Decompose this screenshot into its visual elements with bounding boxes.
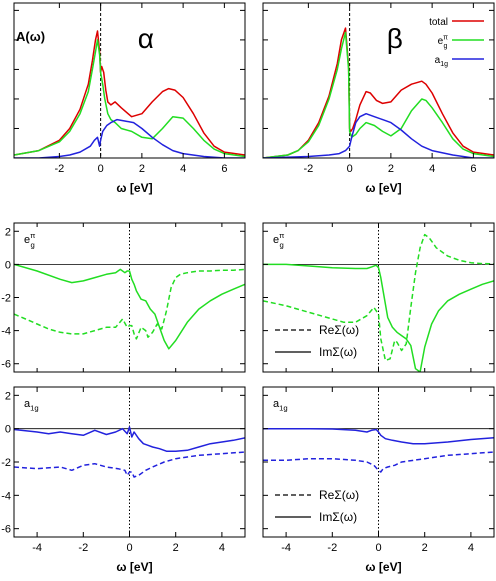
panel-bottom-left: -4 -2 0 2 4 2 0 -2 -4 -6 ω [eV] a1g — [1, 386, 246, 574]
series-line-0 — [263, 27, 494, 158]
y-axis-label: A(ω) — [16, 29, 45, 44]
panel-annotation: α — [138, 23, 154, 54]
series-line-1 — [263, 31, 494, 158]
series-line-0 — [14, 30, 245, 156]
x-tick-label: 0 — [126, 542, 132, 554]
series-line-2 — [14, 118, 245, 158]
series-line-1 — [263, 451, 494, 473]
series-line-2 — [263, 112, 494, 158]
series-line-1 — [263, 233, 494, 362]
y-tick-label: -6 — [1, 359, 11, 371]
x-tick-label: -4 — [32, 542, 42, 554]
y-tick-label: 0 — [5, 259, 11, 271]
y-tick-label: -6 — [1, 524, 11, 536]
x-tick-label: -2 — [327, 542, 337, 554]
legend-label: ImΣ(ω) — [319, 345, 357, 359]
y-tick-label: -2 — [1, 293, 11, 305]
x-tick-label: 0 — [375, 542, 381, 554]
orbital-label: a1g — [273, 398, 288, 412]
x-tick-label: 0 — [98, 163, 104, 175]
legend-label: ImΣ(ω) — [319, 510, 357, 524]
legend-label: total — [429, 17, 448, 28]
y-tick-label: 0 — [5, 424, 11, 436]
panel-top-right: -2 0 2 4 6 ω [eV] β total eπ g a1g — [262, 2, 495, 195]
panel-annotation: β — [387, 23, 403, 54]
legend-label: ReΣ(ω) — [319, 488, 359, 502]
y-tick-label: 2 — [5, 390, 11, 402]
x-tick-label: -2 — [303, 163, 313, 175]
x-axis-label: ω [eV] — [365, 181, 401, 195]
panel-bottom-right: -4 -2 0 2 4 ω [eV] a1g ReΣ(ω) ImΣ(ω) — [262, 386, 495, 574]
legend-label: ReΣ(ω) — [319, 323, 359, 337]
panel-middle-left: 2 0 -2 -4 -6 eπ g — [1, 222, 246, 373]
x-tick-label: 0 — [347, 163, 353, 175]
series-line-0 — [263, 427, 494, 445]
series-line-0 — [14, 263, 245, 350]
series-line-1 — [14, 268, 245, 340]
axes-frame — [262, 2, 495, 159]
y-tick-label: -4 — [1, 326, 11, 338]
x-tick-label: 2 — [139, 163, 145, 175]
x-axis-label: ω [eV] — [365, 560, 401, 574]
y-tick-label: 2 — [5, 226, 11, 238]
orbital-label: a1g — [24, 398, 39, 412]
orbital-label: eπ g — [273, 231, 284, 249]
x-tick-label: 4 — [219, 542, 225, 554]
series-line-1 — [14, 39, 245, 158]
axes-frame — [13, 2, 246, 159]
x-axis-label: ω [eV] — [116, 560, 152, 574]
x-tick-label: 2 — [388, 163, 394, 175]
x-tick-label: 4 — [429, 163, 435, 175]
x-tick-label: 4 — [180, 163, 186, 175]
y-tick-label: -4 — [1, 490, 11, 502]
x-tick-label: 6 — [470, 163, 476, 175]
x-tick-label: -2 — [54, 163, 64, 175]
x-axis-label: ω [eV] — [116, 181, 152, 195]
panel-top-left: -2 0 2 4 6 ω [eV] A(ω) α — [13, 2, 246, 195]
x-tick-label: 6 — [221, 163, 227, 175]
orbital-label: eπ g — [24, 231, 35, 249]
x-tick-label: 4 — [468, 542, 474, 554]
series-line-0 — [263, 263, 494, 372]
series-line-0 — [14, 426, 245, 452]
x-tick-label: 2 — [422, 542, 428, 554]
x-tick-label: -4 — [281, 542, 291, 554]
panel-middle-right: eπ g ReΣ(ω) ImΣ(ω) — [262, 222, 495, 373]
x-tick-label: 2 — [173, 542, 179, 554]
legend-label: eπ g — [438, 35, 449, 51]
y-tick-label: -2 — [1, 457, 11, 469]
series-line-1 — [14, 451, 245, 478]
x-tick-label: -2 — [78, 542, 88, 554]
legend-label: a1g — [435, 55, 448, 68]
